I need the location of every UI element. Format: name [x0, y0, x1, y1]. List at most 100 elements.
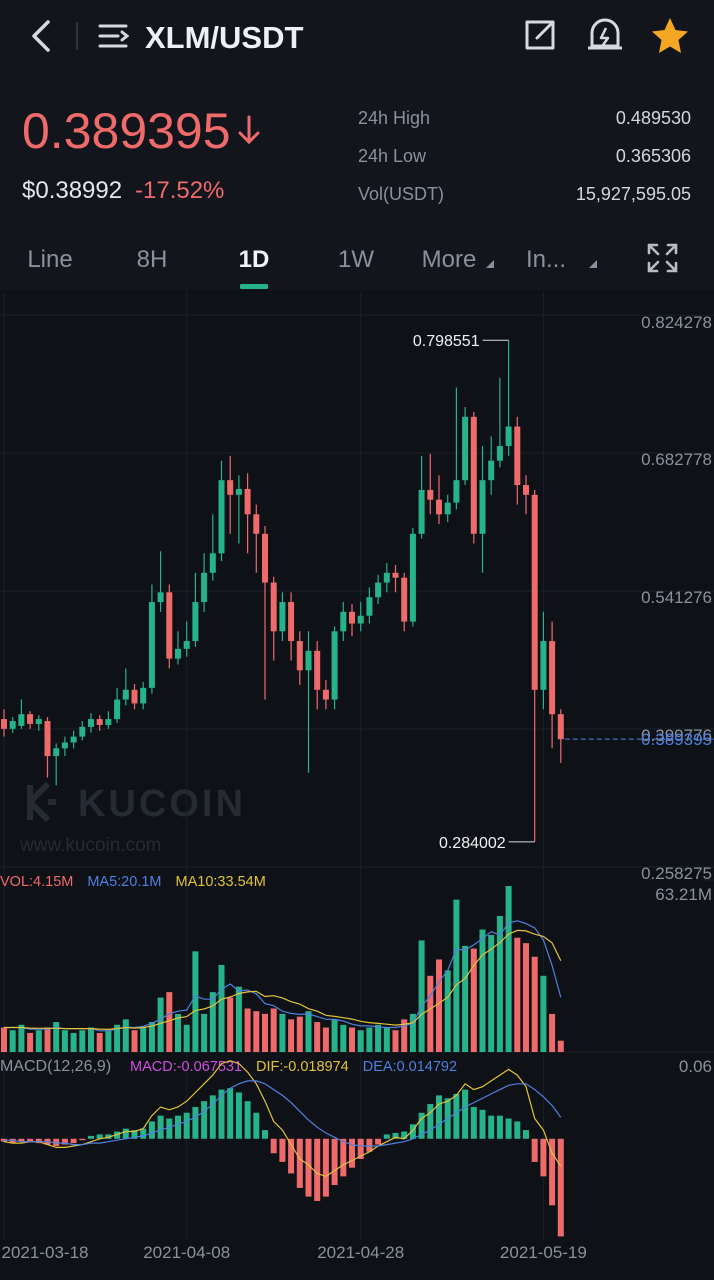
candle-body [418, 489, 425, 534]
candle-body [514, 426, 521, 486]
candle-body [235, 488, 242, 495]
bar [357, 1138, 364, 1160]
interval-tab[interactable]: 1W [338, 246, 374, 273]
high-marker-label: 0.798551 [413, 333, 480, 350]
candle-body [175, 648, 181, 659]
candle-body [409, 533, 416, 622]
chart-background [0, 290, 714, 1280]
bar [322, 1138, 329, 1197]
candle-body [192, 602, 199, 642]
bar [70, 1032, 77, 1052]
active-tab-indicator [240, 284, 268, 289]
bar [479, 929, 486, 1052]
candle-body [218, 480, 225, 554]
candle-body [27, 714, 34, 724]
bar [340, 1024, 347, 1052]
share-button[interactable] [525, 20, 555, 50]
candle-body [340, 611, 347, 632]
candle-body [331, 631, 338, 700]
stat-value: 15,927,595.05 [576, 184, 691, 204]
bar [549, 1013, 556, 1052]
watermark-brand: KUCOIN [78, 783, 246, 825]
candle-body [105, 719, 112, 725]
bar [183, 1024, 190, 1052]
candle-body [314, 650, 321, 690]
bar [18, 1138, 25, 1142]
candle-body [244, 488, 251, 515]
bar [462, 945, 469, 1052]
candle-body [1, 719, 7, 729]
bar [270, 1138, 277, 1154]
candle-body [488, 460, 495, 481]
bar [88, 1135, 94, 1139]
bar [96, 1032, 103, 1052]
bar [383, 1027, 390, 1052]
bar [409, 1124, 416, 1139]
panel-title: MACD(12,26,9) [0, 1058, 111, 1075]
candle-body [357, 615, 364, 624]
bar [227, 997, 234, 1052]
bar [183, 1112, 190, 1139]
back-button[interactable] [32, 20, 50, 52]
dropdown-icon [589, 260, 597, 268]
bar [157, 997, 164, 1052]
candle-body [496, 446, 503, 461]
candle-body [401, 577, 408, 622]
bar [9, 1030, 16, 1052]
candle-body [505, 426, 512, 447]
bar [296, 1138, 303, 1188]
price-down-arrow [238, 115, 260, 145]
bar [514, 1121, 521, 1139]
candle-body [270, 582, 277, 632]
bar [488, 934, 495, 1052]
bar [262, 1130, 268, 1139]
bar [244, 1101, 251, 1139]
bar [79, 1030, 86, 1052]
fullscreen-button[interactable] [647, 243, 678, 273]
bar [114, 1131, 121, 1139]
candle-body [157, 592, 164, 603]
bar [140, 1128, 147, 1139]
bar [166, 992, 173, 1052]
bar [366, 1027, 373, 1052]
bar [279, 1138, 286, 1162]
bar [114, 1024, 121, 1052]
favorite-star[interactable] [652, 18, 688, 53]
indicator-line [4, 1080, 562, 1147]
bar [305, 1011, 312, 1052]
bar [18, 1024, 25, 1052]
candle-body [470, 416, 477, 534]
indicator-line [4, 929, 562, 1031]
interval-tab[interactable]: 1D [239, 246, 270, 273]
legend-item: MA5:20.1M [87, 874, 161, 890]
bar [27, 1032, 34, 1052]
bar [392, 1132, 399, 1139]
interval-tab[interactable]: In... [526, 246, 566, 273]
candle-body [9, 721, 16, 729]
interval-tab[interactable]: 8H [137, 246, 168, 273]
bar [383, 1134, 390, 1139]
stat-label: 24h High [358, 108, 430, 128]
candle-body [305, 650, 312, 671]
bar [279, 1013, 286, 1052]
bar [253, 1011, 260, 1052]
x-tick-label: 2021-04-08 [143, 1243, 230, 1262]
candle-body [148, 602, 155, 688]
interval-tab[interactable]: More [422, 246, 477, 273]
candle-body [366, 597, 373, 616]
watermark-url: www.kucoin.com [19, 835, 162, 856]
y-tick-label: 0.399776 [641, 726, 712, 745]
bar [288, 1019, 295, 1052]
indicator-line [4, 920, 562, 1032]
pair-title: XLM/USDT [145, 20, 304, 55]
bar [122, 1128, 129, 1139]
bar [418, 940, 425, 1052]
interval-tab[interactable]: Line [27, 246, 72, 273]
bar [409, 1013, 416, 1052]
candle-body [122, 689, 129, 700]
bar [375, 1138, 382, 1145]
candle-body [253, 514, 260, 534]
alert-button[interactable] [588, 18, 622, 50]
bar [70, 1138, 77, 1144]
menu-button[interactable] [98, 24, 130, 48]
